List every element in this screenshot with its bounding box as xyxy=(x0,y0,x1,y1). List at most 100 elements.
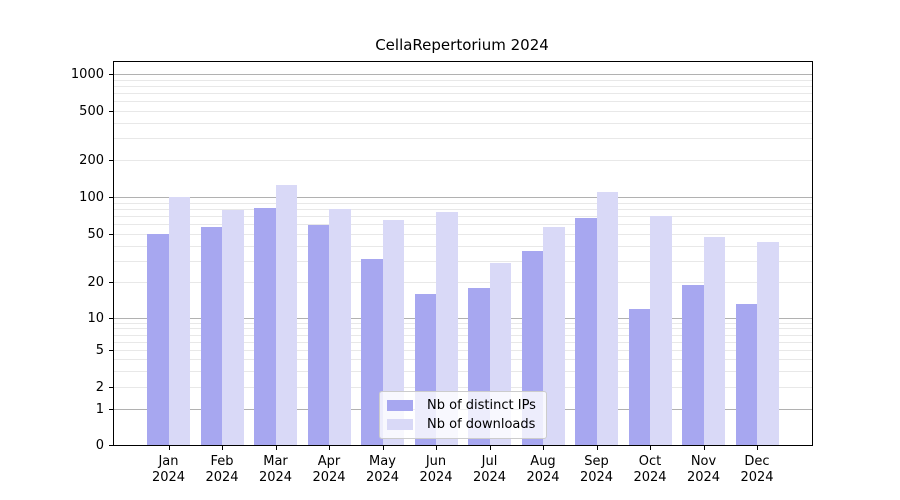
major-gridline xyxy=(114,197,812,198)
y-tick-mark xyxy=(109,111,114,112)
bar-distinct-ips-oct xyxy=(628,308,650,445)
y-tick-label: 20 xyxy=(87,275,104,290)
y-tick-label: 50 xyxy=(87,227,104,242)
minor-gridline xyxy=(114,260,812,262)
x-tick-month: Oct xyxy=(638,454,662,469)
major-gridline xyxy=(114,74,812,75)
x-tick-mark xyxy=(703,445,705,450)
y-tick-mark xyxy=(109,409,114,410)
y-tick-mark xyxy=(109,445,114,446)
minor-gridline xyxy=(114,138,812,140)
minor-gridline xyxy=(114,334,812,336)
y-tick-mark xyxy=(109,74,114,75)
x-tick-label-apr: Apr 2024 xyxy=(299,454,359,486)
x-tick-mark xyxy=(436,445,437,450)
x-tick-year: 2024 xyxy=(151,470,186,485)
bar-downloads-apr xyxy=(329,208,351,445)
x-tick-mark xyxy=(382,445,384,450)
x-tick-month: May xyxy=(369,454,396,469)
y-tick-label: 1 xyxy=(95,402,104,417)
y-tick-mark xyxy=(109,197,114,198)
x-tick-month: Feb xyxy=(210,454,234,469)
legend-swatch-downloads xyxy=(387,419,413,430)
x-tick-year: 2024 xyxy=(579,470,614,485)
x-tick-month: Apr xyxy=(317,454,341,469)
x-tick-label-jan: Jan 2024 xyxy=(139,454,199,486)
bar-downloads-nov xyxy=(703,237,725,445)
y-tick-label: 200 xyxy=(79,153,104,168)
x-tick-year: 2024 xyxy=(472,470,507,485)
minor-gridline xyxy=(114,234,812,235)
bar-downloads-mar xyxy=(275,185,297,445)
bar-distinct-ips-apr xyxy=(307,225,329,445)
legend-item-distinct-ips: Nb of distinct IPs xyxy=(387,398,536,413)
bar-downloads-feb xyxy=(222,210,244,445)
x-tick-year: 2024 xyxy=(686,470,721,485)
x-tick-month: Jul xyxy=(481,454,498,469)
x-tick-mark xyxy=(543,445,544,450)
bar-distinct-ips-jan xyxy=(147,234,169,445)
y-tick-mark xyxy=(109,282,114,283)
x-tick-year: 2024 xyxy=(419,470,453,485)
bar-downloads-sep xyxy=(596,191,618,445)
minor-gridline xyxy=(114,328,812,330)
x-tick-label-sep: Sep 2024 xyxy=(567,454,627,486)
x-tick-mark xyxy=(489,445,491,450)
x-tick-mark xyxy=(168,445,170,450)
minor-gridline xyxy=(114,370,812,372)
y-tick-label: 5 xyxy=(95,343,104,358)
x-tick-mark xyxy=(650,445,651,450)
minor-gridline xyxy=(114,101,812,103)
minor-gridline xyxy=(114,111,812,112)
bar-distinct-ips-nov xyxy=(682,284,704,445)
minor-gridline xyxy=(114,245,812,247)
legend-label-downloads: Nb of downloads xyxy=(427,417,536,432)
x-tick-label-jul: Jul 2024 xyxy=(460,454,520,486)
y-tick-label: 10 xyxy=(87,311,104,326)
x-tick-year: 2024 xyxy=(526,470,560,485)
x-tick-mark xyxy=(596,445,598,450)
y-tick-mark xyxy=(109,350,114,351)
y-tick-mark xyxy=(109,234,114,235)
x-tick-label-may: May 2024 xyxy=(353,454,413,486)
plot-area: 0 1 2 5 10 20 50 100 200 500 1000 Jan 2024 Feb 2024 Mar… xyxy=(71,61,813,485)
legend-label-distinct-ips: Nb of distinct IPs xyxy=(427,398,536,413)
bar-downloads-jan xyxy=(168,197,190,445)
x-tick-label-jun: Jun 2024 xyxy=(406,454,466,486)
y-tick-mark xyxy=(109,387,114,388)
y-tick-label: 2 xyxy=(95,380,104,395)
y-tick-label: 100 xyxy=(79,190,104,205)
x-tick-label-nov: Nov 2024 xyxy=(674,454,734,486)
x-tick-label-aug: Aug 2024 xyxy=(513,454,573,486)
minor-gridline xyxy=(114,224,812,226)
minor-gridline xyxy=(114,93,812,94)
minor-gridline xyxy=(114,79,812,81)
y-tick-label: 500 xyxy=(79,104,104,119)
x-tick-month: Sep xyxy=(584,454,609,469)
minor-gridline xyxy=(114,216,812,217)
minor-gridline xyxy=(114,160,812,161)
y-tick-label: 1000 xyxy=(70,67,104,82)
x-tick-label-oct: Oct 2024 xyxy=(620,454,680,486)
x-tick-label-feb: Feb 2024 xyxy=(192,454,252,486)
minor-gridline xyxy=(114,282,812,283)
x-tick-month: Jan xyxy=(158,454,179,469)
x-tick-month: Aug xyxy=(530,454,556,469)
minor-gridline xyxy=(114,202,812,204)
x-tick-year: 2024 xyxy=(312,470,346,485)
x-tick-year: 2024 xyxy=(740,470,774,485)
x-tick-label-dec: Dec 2024 xyxy=(727,454,787,486)
minor-gridline xyxy=(114,341,812,343)
minor-gridline xyxy=(114,85,812,87)
y-tick-label: 0 xyxy=(95,438,104,453)
legend-swatch-distinct-ips xyxy=(387,400,413,411)
minor-gridline xyxy=(114,208,812,210)
bar-distinct-ips-dec xyxy=(735,304,757,445)
bar-distinct-ips-feb xyxy=(200,227,222,445)
minor-gridline xyxy=(114,359,812,360)
x-tick-year: 2024 xyxy=(633,470,667,485)
bar-distinct-ips-may xyxy=(361,259,383,445)
minor-gridline xyxy=(114,322,812,324)
x-tick-month: Mar xyxy=(263,454,288,469)
